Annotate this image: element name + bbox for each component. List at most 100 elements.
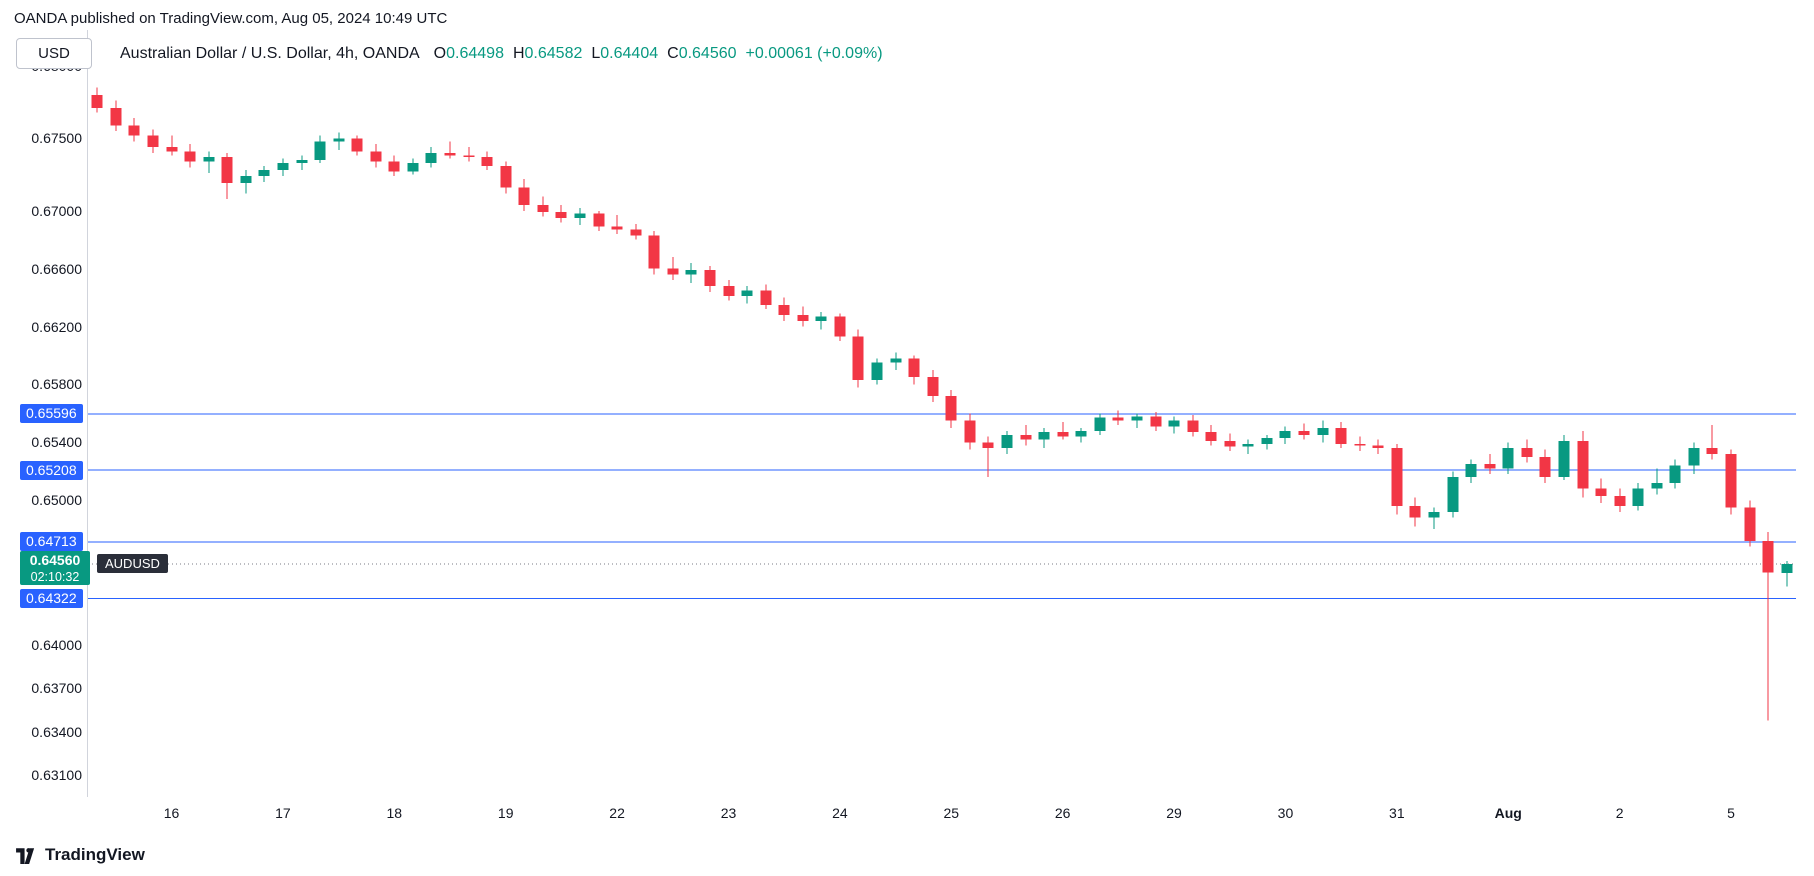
candle-body bbox=[1317, 427, 1329, 436]
candle-body bbox=[1614, 495, 1626, 507]
candle-body bbox=[351, 138, 363, 152]
candle-body bbox=[147, 135, 159, 148]
time-axis-label: 31 bbox=[1389, 805, 1405, 821]
candle-body bbox=[1094, 417, 1106, 431]
candle-body bbox=[128, 125, 140, 136]
candle-body bbox=[1558, 440, 1570, 478]
candle-body bbox=[1075, 430, 1087, 437]
candle-body bbox=[1057, 432, 1069, 437]
candle-body bbox=[518, 187, 530, 205]
last-price-value: 0.64560 bbox=[29, 551, 81, 568]
candle-body bbox=[1038, 432, 1050, 440]
candle-body bbox=[203, 157, 215, 162]
high-value: 0.64582 bbox=[524, 45, 583, 62]
level-price-label[interactable]: 0.64713 bbox=[20, 532, 83, 552]
candle-body bbox=[1224, 440, 1236, 447]
currency-unit-button[interactable]: USD bbox=[16, 38, 92, 69]
candle-body bbox=[1112, 417, 1124, 421]
time-axis-label: 2 bbox=[1615, 805, 1624, 821]
chart-legend: Australian Dollar / U.S. Dollar, 4h, OAN… bbox=[120, 45, 883, 63]
candle-body bbox=[388, 161, 400, 172]
candle-body bbox=[667, 268, 679, 275]
high-label: H bbox=[512, 45, 525, 62]
candle-body bbox=[1261, 438, 1273, 444]
candle-body bbox=[110, 107, 122, 126]
time-scale[interactable]: 16 17 18 19 22 23 24 25 26 29 30 31 Aug 2 5 bbox=[0, 797, 1814, 876]
candle-body bbox=[648, 235, 660, 269]
candle-body bbox=[240, 176, 252, 184]
candle-body bbox=[463, 155, 475, 158]
candle-body bbox=[1372, 445, 1384, 449]
candle-body bbox=[296, 160, 308, 163]
low-label: L bbox=[591, 45, 601, 62]
candle-body bbox=[184, 151, 196, 162]
tradingview-wordmark: TradingView bbox=[45, 845, 145, 864]
price-axis-label: 0.63400 bbox=[31, 723, 82, 740]
candle-body bbox=[630, 229, 642, 236]
time-axis-label: 30 bbox=[1277, 805, 1294, 821]
time-axis-label: 25 bbox=[943, 805, 960, 821]
candle-body bbox=[741, 290, 753, 297]
tradingview-mark-icon bbox=[16, 847, 35, 864]
candle-body bbox=[1335, 427, 1347, 444]
candle-body bbox=[834, 316, 846, 337]
candle-body bbox=[927, 377, 939, 397]
time-axis-label: Aug bbox=[1494, 805, 1522, 821]
time-axis-label: 24 bbox=[832, 805, 848, 821]
candle-body bbox=[574, 213, 586, 218]
open-label: O bbox=[433, 45, 447, 62]
candle-body bbox=[982, 442, 994, 449]
candle-body bbox=[1595, 488, 1607, 496]
change-value: +0.00061 (+0.09%) bbox=[745, 45, 883, 62]
candle-body bbox=[1131, 416, 1143, 421]
candle-body bbox=[407, 162, 419, 172]
candle-body bbox=[871, 362, 883, 381]
candle-body bbox=[221, 157, 233, 184]
candle-body bbox=[1725, 453, 1737, 508]
time-axis-label: 26 bbox=[1054, 805, 1071, 821]
time-axis-label: 17 bbox=[275, 805, 291, 821]
candle-body bbox=[852, 336, 864, 381]
candle-body bbox=[1688, 448, 1700, 466]
candle-body bbox=[1242, 443, 1254, 447]
level-price-label[interactable]: 0.65596 bbox=[20, 404, 83, 424]
price-scale[interactable]: 0.680000.675000.670000.666000.662000.658… bbox=[0, 0, 87, 797]
ohlc-close: C0.64560 bbox=[667, 45, 736, 63]
candle-body bbox=[1001, 435, 1013, 449]
candle-body bbox=[1744, 507, 1756, 541]
time-axis-label: 5 bbox=[1727, 805, 1735, 821]
candle-body bbox=[1447, 477, 1459, 512]
candle-body bbox=[1539, 456, 1551, 478]
price-axis-label: 0.63100 bbox=[31, 767, 82, 784]
candle-body bbox=[1187, 420, 1199, 433]
candle-body bbox=[1781, 563, 1793, 573]
symbol-price-tag: AUDUSD bbox=[97, 554, 168, 574]
level-price-label[interactable]: 0.64322 bbox=[20, 588, 83, 608]
candle-body bbox=[481, 157, 493, 166]
time-axis-label: 19 bbox=[497, 805, 514, 821]
candle-body bbox=[1150, 416, 1162, 427]
ohlc-open: O0.64498 bbox=[434, 45, 504, 63]
candle-body bbox=[1465, 464, 1477, 478]
bar-countdown: 02:10:32 bbox=[30, 569, 80, 584]
candle-body bbox=[1279, 430, 1291, 439]
candle-body bbox=[1484, 464, 1496, 469]
candle-body bbox=[91, 94, 103, 108]
candle-body bbox=[611, 226, 623, 230]
candle-body bbox=[444, 152, 456, 156]
candle-body bbox=[277, 162, 289, 171]
ohlc-high: H0.64582 bbox=[513, 45, 582, 63]
candle-body bbox=[1409, 506, 1421, 518]
candle-body bbox=[797, 314, 809, 321]
candle-body bbox=[1428, 511, 1440, 518]
candle-body bbox=[760, 290, 772, 305]
level-price-label[interactable]: 0.65208 bbox=[20, 460, 83, 480]
candle-body bbox=[1354, 443, 1366, 446]
tradingview-logo[interactable]: TradingView bbox=[16, 845, 145, 865]
candle-body bbox=[500, 165, 512, 188]
price-axis-label: 0.63700 bbox=[31, 680, 82, 697]
symbol-title[interactable]: Australian Dollar / U.S. Dollar, 4h, OAN… bbox=[120, 45, 420, 62]
candle-body bbox=[1521, 448, 1533, 457]
candle-body bbox=[1669, 465, 1681, 483]
